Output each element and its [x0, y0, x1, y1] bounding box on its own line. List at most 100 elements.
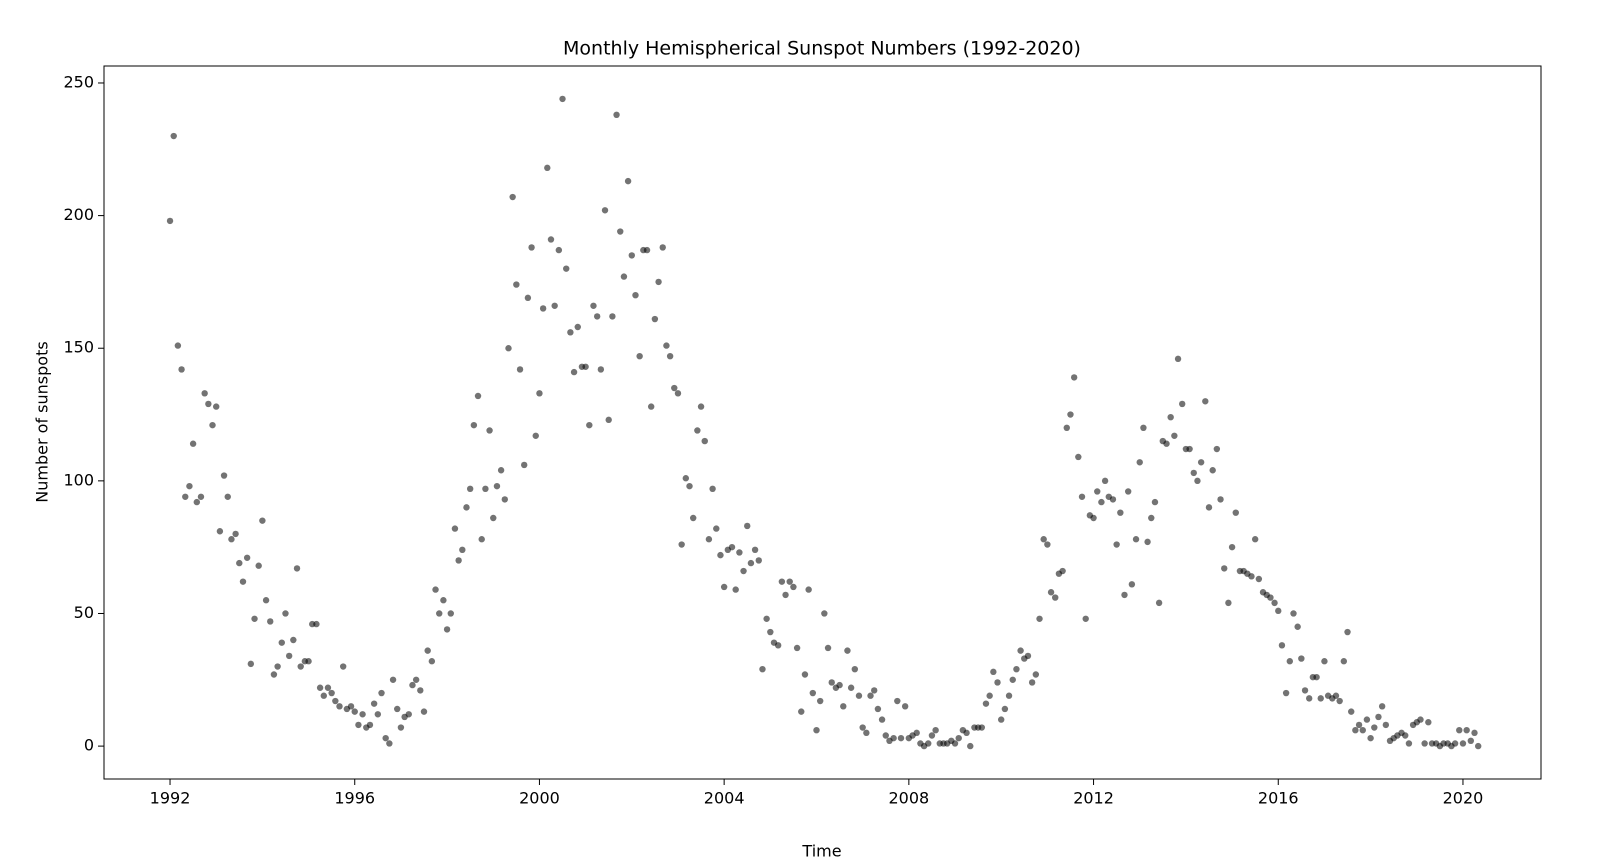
- point: [793, 644, 801, 652]
- point: [951, 740, 959, 747]
- point: [1148, 514, 1155, 522]
- point: [690, 514, 697, 522]
- point: [1005, 692, 1013, 699]
- x-tick-label: 2012: [1073, 789, 1114, 808]
- point: [593, 313, 601, 320]
- point: [978, 724, 986, 731]
- point: [544, 164, 551, 172]
- point: [732, 586, 739, 593]
- point: [1321, 658, 1328, 665]
- point: [955, 734, 962, 742]
- point: [744, 522, 751, 530]
- point: [1040, 536, 1047, 543]
- point: [1044, 541, 1051, 548]
- y-tick-label: 150: [63, 338, 94, 357]
- point: [232, 530, 239, 538]
- point: [1067, 411, 1074, 418]
- point: [1036, 615, 1043, 622]
- point: [417, 687, 424, 694]
- point: [178, 366, 185, 373]
- point: [1128, 581, 1136, 588]
- point: [925, 740, 932, 747]
- point: [182, 493, 189, 500]
- point: [509, 193, 516, 201]
- point: [697, 403, 705, 410]
- point: [628, 252, 635, 259]
- point: [855, 692, 863, 699]
- point: [359, 711, 366, 718]
- point: [651, 315, 659, 323]
- point: [209, 421, 216, 429]
- point: [574, 323, 581, 331]
- point: [1205, 504, 1213, 511]
- point: [1278, 642, 1286, 649]
- point: [1078, 493, 1086, 500]
- point: [547, 236, 555, 243]
- point: [412, 676, 420, 683]
- point: [1090, 514, 1097, 522]
- point: [1417, 716, 1424, 723]
- point: [1121, 591, 1128, 599]
- point: [736, 549, 743, 556]
- point: [528, 244, 535, 251]
- point: [609, 313, 616, 320]
- point: [213, 403, 220, 410]
- point: [505, 345, 512, 352]
- point: [243, 554, 251, 561]
- point: [216, 528, 224, 535]
- point: [1163, 440, 1170, 447]
- point: [570, 368, 578, 376]
- point: [282, 610, 289, 617]
- point: [405, 711, 412, 718]
- point: [586, 421, 593, 429]
- point: [932, 726, 939, 734]
- point: [1132, 536, 1140, 543]
- point: [378, 689, 385, 697]
- point: [663, 342, 670, 349]
- point: [1344, 628, 1351, 636]
- point: [647, 403, 655, 410]
- point: [197, 493, 205, 500]
- point: [813, 726, 820, 734]
- x-tick-label: 1996: [334, 789, 375, 808]
- point: [1117, 509, 1124, 516]
- point: [455, 557, 462, 564]
- point: [220, 472, 228, 479]
- point: [786, 578, 793, 585]
- point: [1286, 658, 1294, 665]
- point: [409, 681, 416, 689]
- point: [1098, 498, 1105, 506]
- point: [778, 578, 786, 585]
- point: [986, 692, 993, 699]
- point: [1463, 726, 1470, 734]
- point: [1202, 398, 1209, 405]
- point: [1225, 599, 1232, 607]
- point: [686, 482, 693, 490]
- point: [1363, 716, 1371, 723]
- point: [539, 305, 547, 312]
- point: [747, 559, 755, 567]
- point: [1075, 453, 1082, 461]
- point: [1340, 658, 1348, 665]
- point: [1171, 432, 1178, 439]
- point: [720, 583, 728, 591]
- point: [620, 273, 628, 280]
- point: [755, 557, 762, 564]
- point: [874, 705, 882, 713]
- point: [851, 665, 859, 673]
- point: [878, 716, 886, 723]
- point: [636, 352, 643, 360]
- point: [513, 281, 520, 288]
- point: [532, 432, 539, 439]
- point: [901, 703, 909, 710]
- point: [643, 246, 651, 254]
- point: [1301, 687, 1309, 694]
- point: [351, 708, 358, 715]
- point: [809, 689, 817, 697]
- point: [482, 485, 489, 493]
- point: [193, 498, 201, 506]
- point: [1359, 726, 1366, 734]
- point: [867, 692, 874, 699]
- point: [798, 708, 805, 715]
